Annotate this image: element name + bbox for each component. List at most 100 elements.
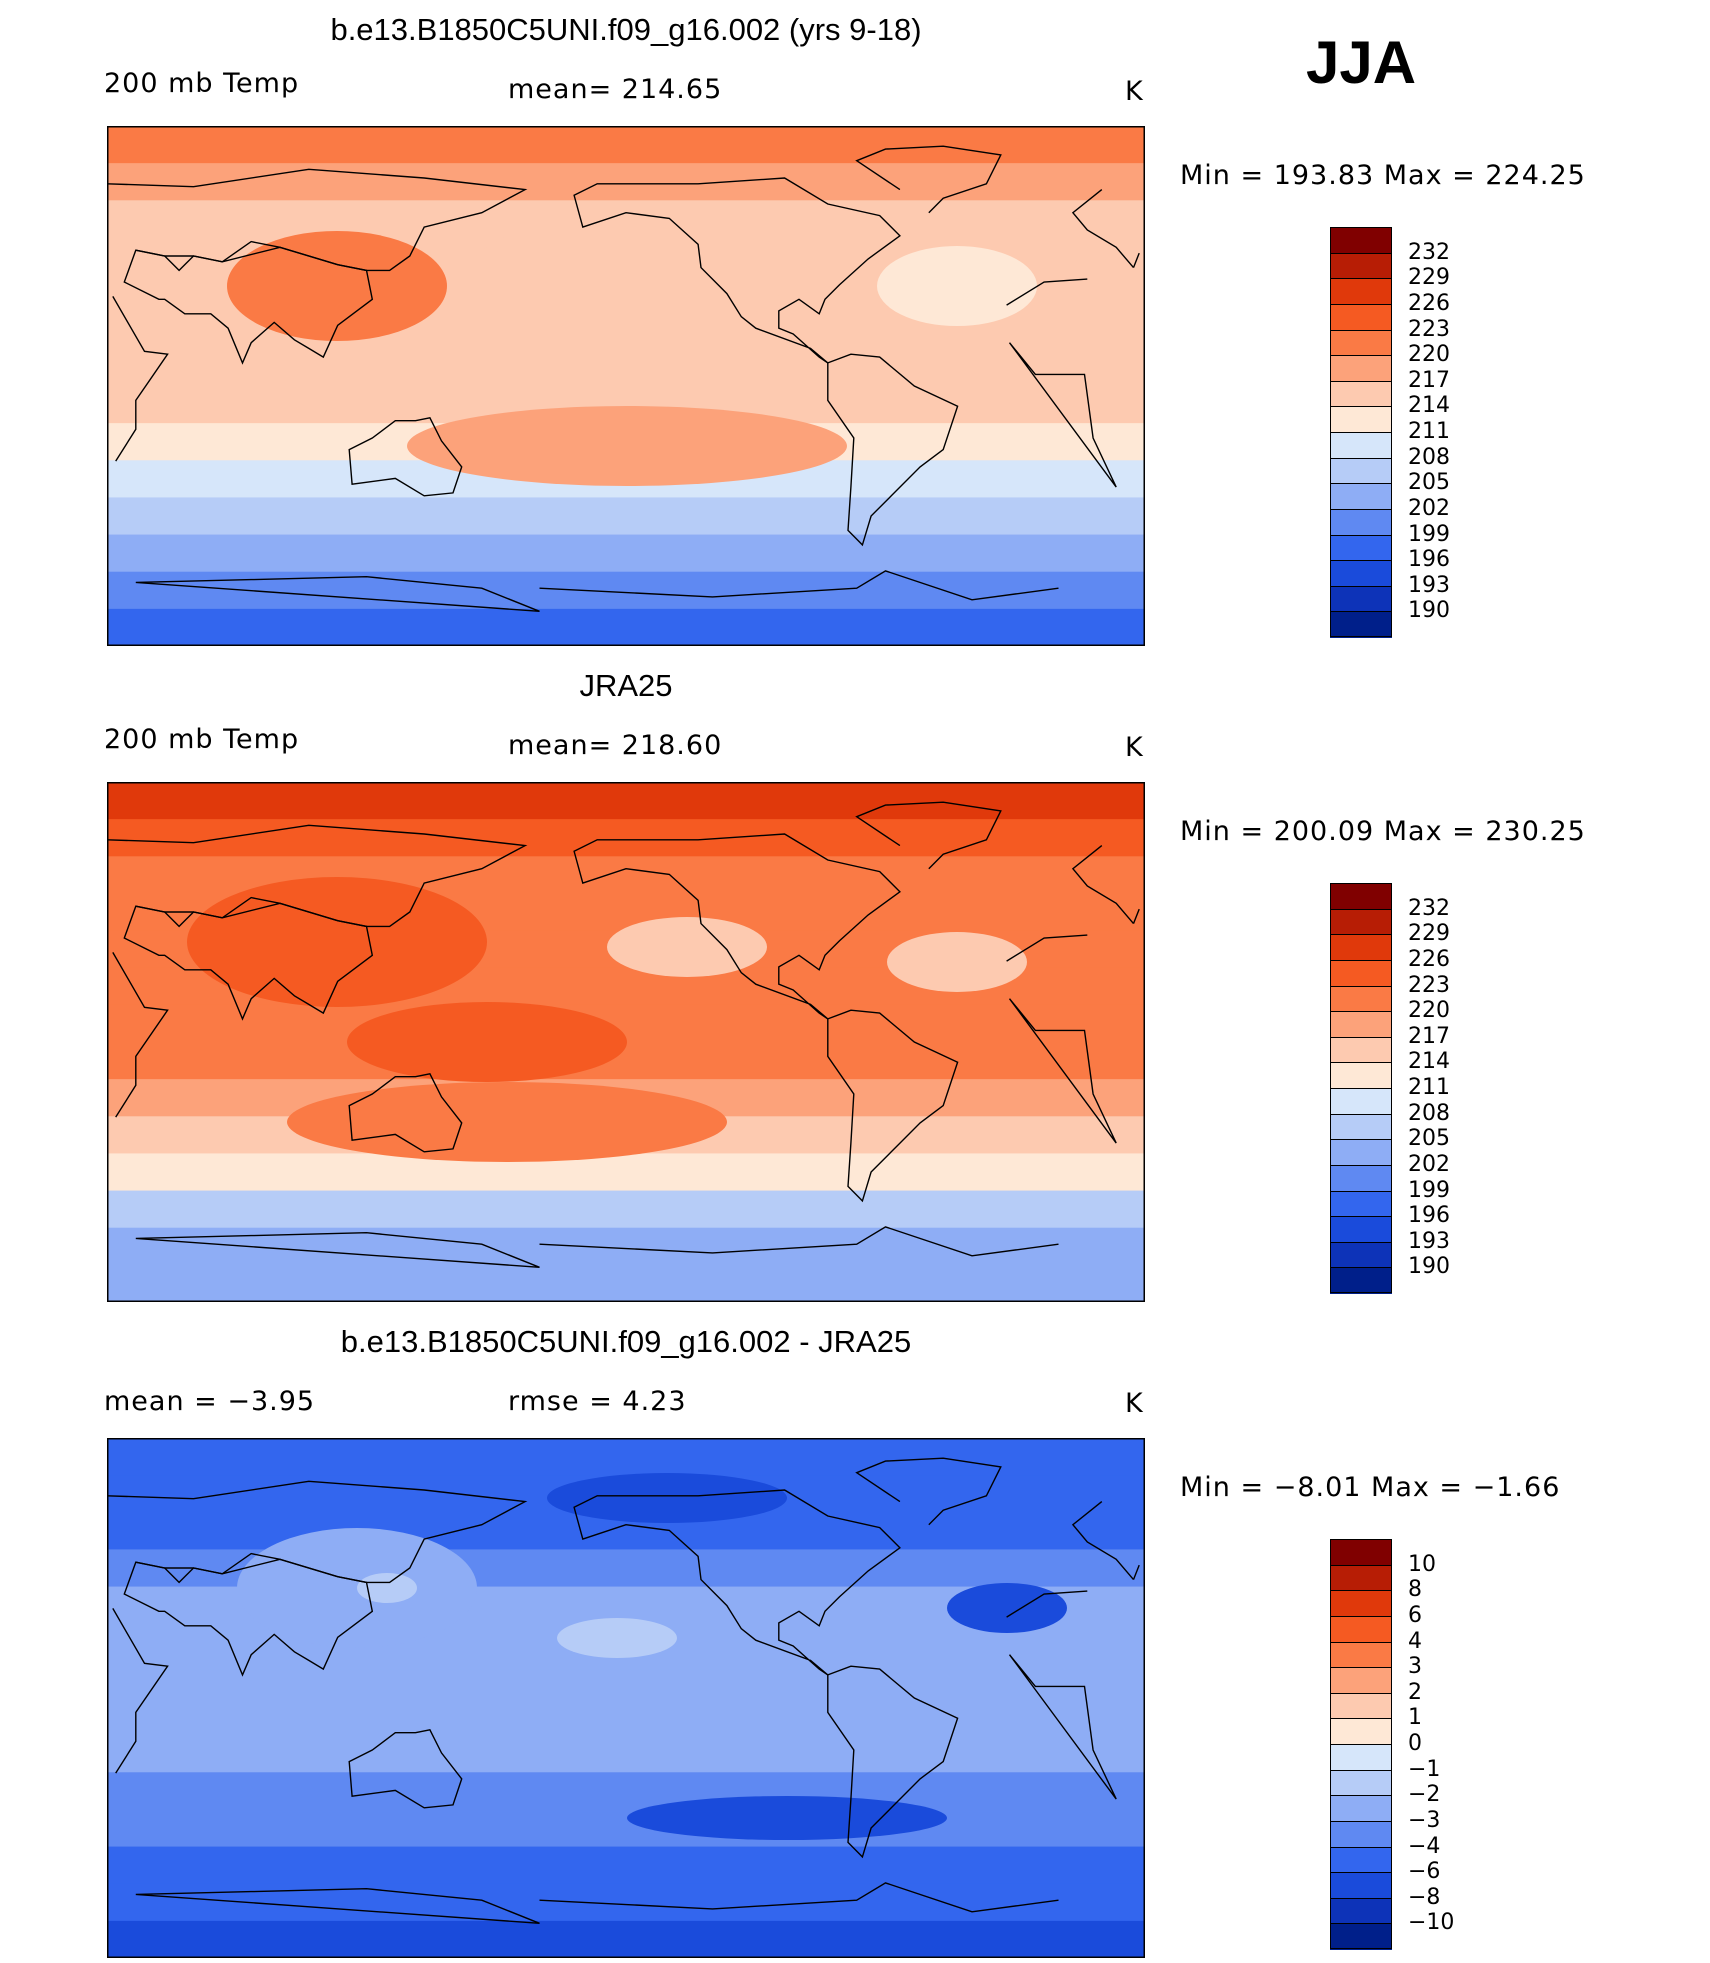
colorbar-swatch [1330, 534, 1392, 561]
colorbar-swatch [1330, 303, 1392, 330]
map-coastline [855, 801, 1002, 870]
map-temperature-band [107, 1153, 1145, 1192]
map-coastline [855, 1457, 1002, 1526]
colorbar-tick-label: 202 [1408, 1151, 1450, 1177]
colorbar-swatch [1330, 908, 1392, 935]
colorbar-swatch [1330, 1718, 1392, 1745]
colorbar-swatch [1330, 985, 1392, 1012]
panel-3-colorbar [1330, 1539, 1392, 1950]
season-label: JJA [1306, 29, 1417, 96]
colorbar-tick-label: 8 [1408, 1577, 1422, 1603]
colorbar-swatch [1330, 959, 1392, 986]
colorbar-tick-label: 211 [1408, 419, 1450, 444]
colorbar-tick-label: 214 [1408, 393, 1450, 419]
panel-3-title: b.e13.B1850C5UNI.f09_g16.002 - JRA25 [340, 1324, 912, 1359]
panel-3-map [107, 1438, 1145, 1958]
colorbar-tick-label: 196 [1408, 547, 1450, 573]
colorbar-tick-label: 190 [1408, 1254, 1450, 1280]
colorbar-swatch [1330, 585, 1392, 612]
panel-3-units: K [1125, 1388, 1144, 1419]
colorbar-swatch [1330, 1011, 1392, 1038]
colorbar-swatch [1330, 560, 1392, 587]
map-coastline [855, 145, 1002, 214]
map-temperature-band [107, 1846, 1145, 1885]
colorbar-tick-label: 226 [1408, 946, 1450, 972]
colorbar-swatch [1330, 1769, 1392, 1796]
colorbar-swatch [1330, 252, 1392, 279]
map-contour-region [627, 1796, 947, 1840]
map-temperature-band [107, 534, 1145, 573]
colorbar-tick-label: 220 [1408, 342, 1450, 368]
colorbar-swatch [1330, 380, 1392, 407]
colorbar-tick-label: 214 [1408, 1049, 1450, 1075]
map-frame [107, 1438, 1145, 1958]
panel-2-left-label: 200 mb Temp [104, 724, 300, 755]
map-coastline [573, 833, 901, 1020]
colorbar-tick-label: 199 [1408, 521, 1450, 547]
colorbar-swatch [1330, 934, 1392, 961]
map-coastline [827, 1009, 959, 1203]
colorbar-swatch [1330, 1795, 1392, 1822]
colorbar-tick-label: 202 [1408, 495, 1450, 521]
map-temperature-band [107, 571, 1145, 610]
panel-1-colorbar [1330, 227, 1392, 638]
panel-2-map [107, 782, 1145, 1302]
map-temperature-band [107, 1920, 1145, 1958]
colorbar-tick-label: 208 [1408, 1100, 1450, 1126]
colorbar-tick-label: 196 [1408, 1203, 1450, 1229]
map-frame [107, 126, 1145, 646]
colorbar-tick-label: 0 [1408, 1731, 1422, 1756]
colorbar-tick-label: 205 [1408, 470, 1450, 496]
colorbar-tick-label: 232 [1408, 239, 1450, 265]
colorbar-tick-label: 208 [1408, 444, 1450, 470]
colorbar-tick-label: 217 [1408, 1023, 1450, 1049]
map-coastline [348, 417, 463, 497]
map-contour-region [947, 1583, 1067, 1633]
colorbar-swatch [1330, 1190, 1392, 1217]
map-temperature-band [107, 608, 1145, 646]
map-contour-region [347, 1002, 627, 1082]
map-temperature-band [107, 1438, 1145, 1477]
map-contour-region [287, 1082, 727, 1162]
colorbar-swatch [1330, 329, 1392, 356]
colorbar-tick-label: 223 [1408, 316, 1450, 342]
panel-3-rmse-label: rmse = 4.23 [508, 1386, 687, 1417]
colorbar-swatch [1330, 1897, 1392, 1924]
colorbar-swatch [1330, 1667, 1392, 1694]
panel-1-map [107, 126, 1145, 646]
map-coastline [135, 1882, 1059, 1924]
colorbar-tick-label: 3 [1408, 1654, 1422, 1680]
map-contour-region [227, 231, 447, 341]
colorbar-swatch [1330, 1744, 1392, 1771]
colorbar-swatch [1330, 1062, 1392, 1089]
panel-2-units: K [1125, 732, 1144, 763]
colorbar-swatch [1330, 1539, 1392, 1566]
colorbar-tick-label: 229 [1408, 921, 1450, 947]
colorbar-tick-label: −10 [1408, 1910, 1455, 1936]
colorbar-tick-label: 1 [1408, 1705, 1422, 1731]
colorbar-swatch [1330, 1641, 1392, 1668]
colorbar-tick-label: 223 [1408, 972, 1450, 998]
colorbar-tick-label: 199 [1408, 1177, 1450, 1203]
colorbar-swatch [1330, 1846, 1392, 1873]
map-contour-region [877, 246, 1037, 326]
map-temperature-band [107, 782, 1145, 821]
colorbar-swatch [1330, 883, 1392, 910]
colorbar-swatch [1330, 1267, 1392, 1294]
map-coastline [135, 570, 1059, 612]
map-temperature-band [107, 163, 1145, 202]
panel-2-colorbar [1330, 883, 1392, 1294]
colorbar-swatch [1330, 1088, 1392, 1115]
panel-3-map-svg [107, 1438, 1145, 1958]
map-temperature-band [107, 1264, 1145, 1302]
map-coastline [107, 824, 1135, 928]
map-contour-region [547, 1473, 787, 1523]
colorbar-tick-label: 220 [1408, 998, 1450, 1024]
map-coastline [112, 278, 1117, 488]
map-contour-region [407, 406, 847, 486]
map-temperature-band [107, 1772, 1145, 1811]
colorbar-swatch [1330, 1164, 1392, 1191]
map-temperature-band [107, 1660, 1145, 1699]
map-coastline [348, 1729, 463, 1809]
panel-1-minmax: Min = 193.83 Max = 224.25 [1180, 160, 1586, 191]
